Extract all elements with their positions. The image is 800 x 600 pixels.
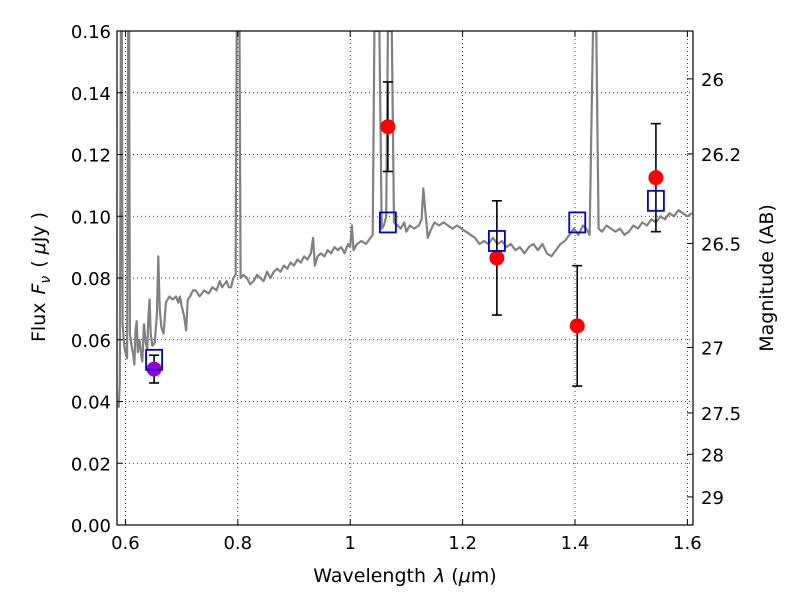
data-point xyxy=(380,119,396,135)
data-point xyxy=(648,170,664,186)
y2-tick-label: 26.2 xyxy=(701,145,741,166)
model-point xyxy=(378,211,397,234)
y-tick-label: 0.04 xyxy=(71,393,111,414)
x-tick-label: 1.2 xyxy=(448,533,477,554)
y2-tick-label: 26.5 xyxy=(701,234,741,255)
y2-axis-label: Magnitude (AB) xyxy=(756,204,778,352)
x-axis-label: Wavelength λ (μm) xyxy=(313,565,496,587)
y-tick-label: 0.06 xyxy=(71,331,111,352)
y2-tick-label: 28 xyxy=(701,445,724,466)
data-point xyxy=(569,318,585,334)
y-axis-label: FluxFν(μJy ) xyxy=(28,212,54,342)
y-tick-label: 0.08 xyxy=(71,269,111,290)
data-point xyxy=(489,250,505,266)
y-tick-label: 0.14 xyxy=(71,84,111,105)
spectrum xyxy=(117,31,693,408)
y2-tick-label: 27.5 xyxy=(701,404,741,425)
y2-tick-label: 29 xyxy=(701,488,724,509)
spectrum-line xyxy=(117,31,693,408)
x-tick-label: 1.6 xyxy=(673,533,702,554)
y-tick-label: 0.02 xyxy=(71,454,111,475)
y-tick-label: 0.10 xyxy=(71,207,111,228)
x-tick-label: 1 xyxy=(344,533,355,554)
x-tick-label: 1.4 xyxy=(561,533,590,554)
markers xyxy=(145,81,665,387)
y-tick-label: 0.16 xyxy=(71,22,111,43)
y-tick-label: 0.12 xyxy=(71,146,111,167)
ticks: 0.6 0.8 1 1.2 1.4 1.6 0.00 0.02 0.04 0.06 0.08 0.10… xyxy=(71,22,741,554)
x-tick-label: 0.6 xyxy=(111,533,140,554)
model-point xyxy=(647,189,665,212)
model-point xyxy=(145,348,163,371)
y-tick-label: 0.00 xyxy=(71,516,111,537)
y2-tick-label: 26 xyxy=(701,70,724,91)
model-point xyxy=(568,211,587,234)
x-tick-label: 0.8 xyxy=(223,533,252,554)
model-point xyxy=(487,230,506,252)
y2-tick-label: 27 xyxy=(701,338,724,359)
